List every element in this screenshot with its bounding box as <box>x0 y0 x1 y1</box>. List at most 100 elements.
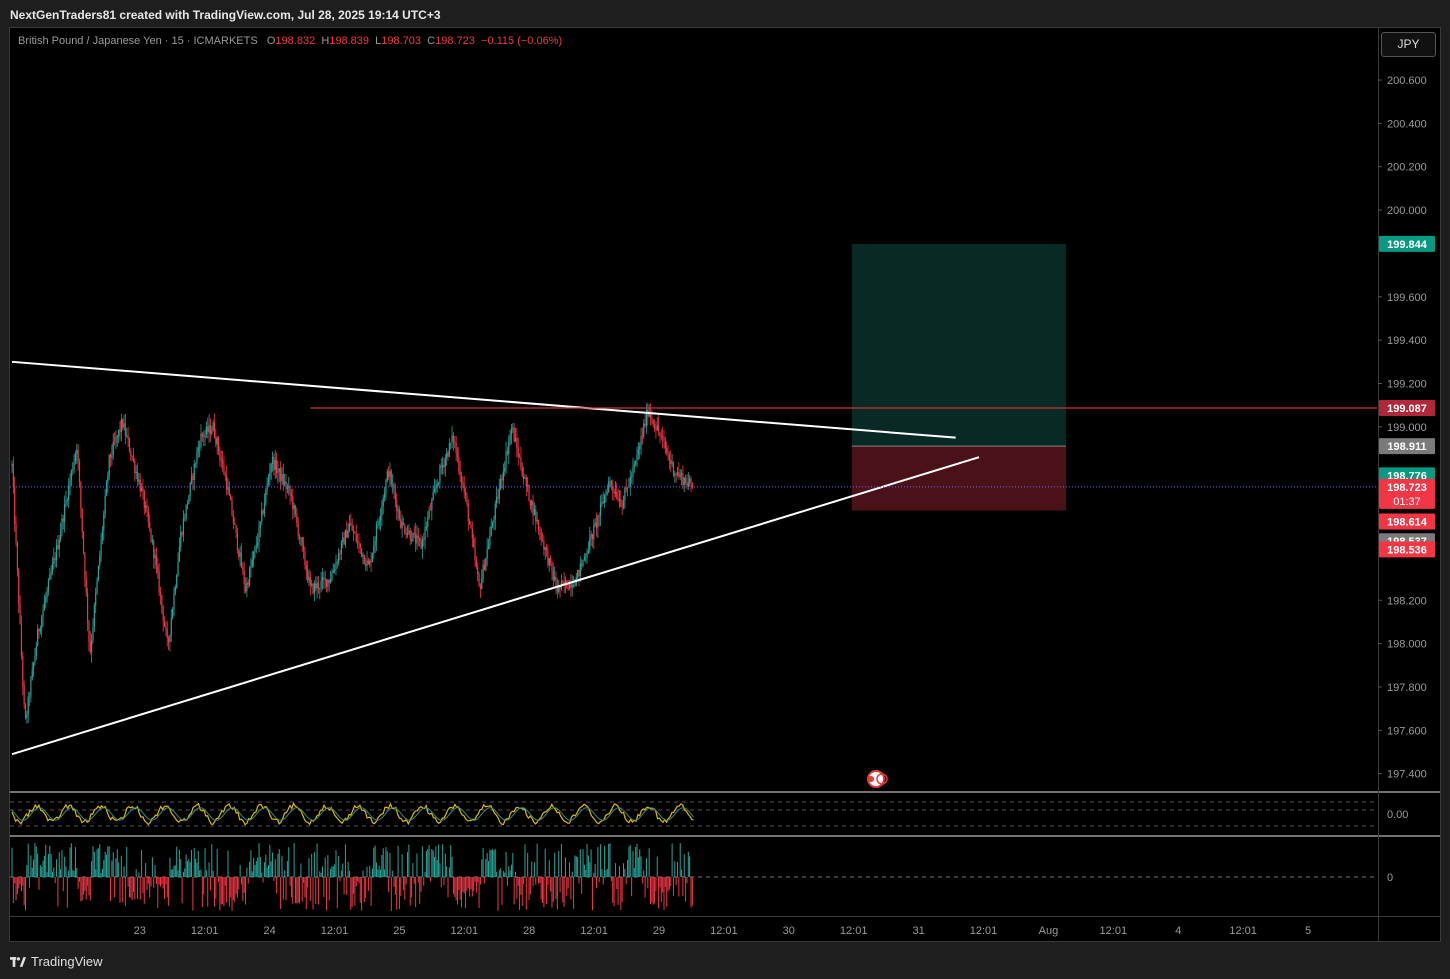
candle[interactable] <box>88 620 90 652</box>
candle[interactable] <box>500 474 502 491</box>
candle[interactable] <box>523 466 525 485</box>
candle[interactable] <box>527 476 529 492</box>
candle[interactable] <box>172 606 174 620</box>
candle[interactable] <box>127 426 129 448</box>
candle[interactable] <box>207 417 209 439</box>
candle[interactable] <box>182 510 185 542</box>
candle[interactable] <box>157 557 159 579</box>
candle[interactable] <box>401 514 403 538</box>
candle[interactable] <box>294 504 297 518</box>
candle[interactable] <box>390 468 392 487</box>
candle[interactable] <box>81 508 83 539</box>
candle[interactable] <box>313 580 315 602</box>
candle[interactable] <box>223 455 225 476</box>
candle[interactable] <box>238 548 240 561</box>
candle[interactable] <box>280 461 282 490</box>
candle[interactable] <box>20 615 23 660</box>
candle[interactable] <box>190 466 193 485</box>
candle[interactable] <box>145 501 147 513</box>
candle[interactable] <box>242 562 244 575</box>
candle[interactable] <box>247 579 249 589</box>
candle[interactable] <box>27 691 29 724</box>
candle[interactable] <box>215 428 217 448</box>
candle[interactable] <box>335 554 337 576</box>
candle[interactable] <box>554 566 556 582</box>
candle[interactable] <box>339 550 341 561</box>
candle[interactable] <box>292 488 294 520</box>
candle[interactable] <box>610 479 612 491</box>
candle[interactable] <box>216 436 218 455</box>
candle[interactable] <box>653 419 656 432</box>
candle[interactable] <box>91 633 93 663</box>
candle[interactable] <box>489 526 491 549</box>
candle[interactable] <box>671 453 673 468</box>
candle[interactable] <box>248 565 251 587</box>
candle[interactable] <box>343 531 345 545</box>
candle[interactable] <box>435 480 437 496</box>
candle[interactable] <box>640 427 642 455</box>
candle[interactable] <box>235 524 237 539</box>
candle[interactable] <box>130 447 132 462</box>
candle[interactable] <box>205 421 207 439</box>
candle[interactable] <box>375 521 378 552</box>
candle[interactable] <box>45 592 47 609</box>
candle[interactable] <box>86 587 89 632</box>
candle[interactable] <box>203 431 205 446</box>
candle[interactable] <box>547 544 549 568</box>
candle[interactable] <box>274 450 276 479</box>
candle[interactable] <box>354 530 356 534</box>
candle[interactable] <box>545 544 548 557</box>
candle[interactable] <box>39 625 41 635</box>
candle[interactable] <box>437 481 440 487</box>
candle[interactable] <box>176 573 178 589</box>
candle[interactable] <box>178 537 180 563</box>
candle[interactable] <box>663 429 665 449</box>
candle[interactable] <box>150 528 152 544</box>
candle[interactable] <box>606 484 608 496</box>
candle[interactable] <box>471 521 473 548</box>
candle[interactable] <box>659 431 661 444</box>
candle[interactable] <box>373 536 375 559</box>
candle[interactable] <box>378 516 380 530</box>
candle[interactable] <box>24 702 27 720</box>
candle[interactable] <box>490 518 492 537</box>
candle[interactable] <box>555 571 557 595</box>
candle[interactable] <box>275 452 278 479</box>
candle[interactable] <box>78 458 81 488</box>
candle[interactable] <box>644 413 646 428</box>
candle[interactable] <box>520 446 522 471</box>
candle[interactable] <box>433 478 436 494</box>
candle[interactable] <box>43 595 45 611</box>
candle[interactable] <box>635 460 637 467</box>
candle[interactable] <box>541 532 544 543</box>
candle[interactable] <box>267 473 270 487</box>
candle[interactable] <box>208 414 210 443</box>
candle[interactable] <box>62 514 64 530</box>
candle[interactable] <box>420 534 422 550</box>
candle[interactable] <box>317 575 320 594</box>
candle[interactable] <box>474 536 476 567</box>
candle[interactable] <box>64 495 66 533</box>
candle[interactable] <box>454 435 456 449</box>
candle[interactable] <box>609 476 611 488</box>
candle[interactable] <box>251 550 253 569</box>
candle[interactable] <box>26 710 28 724</box>
candle[interactable] <box>262 508 264 516</box>
candle[interactable] <box>258 520 260 553</box>
candle[interactable] <box>385 478 387 501</box>
candle[interactable] <box>41 614 43 638</box>
candle[interactable] <box>443 457 445 475</box>
candle[interactable] <box>224 471 226 481</box>
candle[interactable] <box>639 442 641 459</box>
candle[interactable] <box>253 550 255 568</box>
candle[interactable] <box>120 413 122 442</box>
candle[interactable] <box>617 488 619 503</box>
candle[interactable] <box>686 474 688 490</box>
candle[interactable] <box>112 433 114 460</box>
candle[interactable] <box>236 527 239 554</box>
candle[interactable] <box>493 515 495 530</box>
candle[interactable] <box>301 536 303 553</box>
candle[interactable] <box>257 533 259 549</box>
candle[interactable] <box>239 546 241 567</box>
candle[interactable] <box>193 460 195 491</box>
